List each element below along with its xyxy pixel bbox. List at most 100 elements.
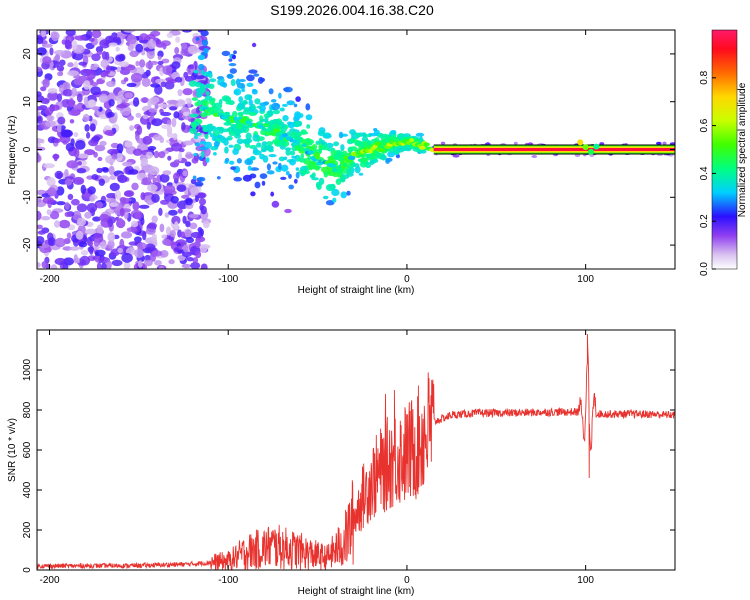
spectrogram-cell xyxy=(194,81,202,88)
spectrogram-cell xyxy=(213,152,217,156)
spectrogram-cell xyxy=(333,141,339,147)
spectrogram-cell xyxy=(37,152,40,162)
spectrogram-cell xyxy=(213,141,220,148)
spectrogram-cell xyxy=(37,210,42,221)
spectrogram-cell xyxy=(340,191,347,199)
colorbar-gradient xyxy=(711,29,738,270)
spectrogram-cell xyxy=(72,210,82,221)
spectrogram-cell xyxy=(167,79,177,84)
spectrogram-cell xyxy=(41,216,51,221)
spectrogram-cell xyxy=(57,71,64,77)
spectrogram-cell xyxy=(94,249,106,257)
spectrogram-cell xyxy=(37,236,45,245)
spectrogram-cell xyxy=(185,97,192,104)
spectrogram-cell xyxy=(37,138,43,144)
spectrogram-cell xyxy=(346,190,351,196)
spectrogram-cell xyxy=(359,161,368,168)
spectrogram-cell xyxy=(193,134,198,140)
spectrogram-cell xyxy=(64,202,70,210)
spectrogram-cell xyxy=(56,65,65,72)
spectrogram-cell xyxy=(271,102,281,111)
spectrogram-cell xyxy=(295,96,301,102)
spectrogram-cell xyxy=(188,80,197,87)
spectrogram-cell xyxy=(54,220,60,228)
spectrogram-cell xyxy=(259,173,268,180)
spectrogram-cell xyxy=(187,45,199,55)
spectrogram-cell xyxy=(90,86,101,96)
spectrogram-cell xyxy=(166,99,179,105)
spectrogram-cell xyxy=(309,174,314,178)
spectrogram-cell xyxy=(184,229,192,238)
spectrogram-cell xyxy=(134,236,142,243)
spectrogram-cell xyxy=(225,101,232,105)
spectrogram-cell xyxy=(106,80,116,88)
spectrogram-cell xyxy=(102,167,109,173)
spectrogram-cell xyxy=(86,202,98,213)
spectrogram-cell xyxy=(197,54,206,61)
spectrogram-cell xyxy=(251,89,258,95)
spectrogram-cell xyxy=(162,42,167,50)
spectrogram-cell xyxy=(361,157,368,163)
colorbar: 0.0 0.2 0.4 0.6 0.8 Normalized spectral ampl… xyxy=(699,29,748,276)
spectrogram-cell xyxy=(45,120,56,128)
spectrogram-cell xyxy=(163,184,176,194)
spectrogram-cell xyxy=(129,125,135,131)
spectrogram-cell xyxy=(247,165,252,171)
spectrogram-cell xyxy=(85,30,93,40)
spectrogram-cell xyxy=(318,177,325,185)
spectrogram-cell xyxy=(84,149,96,156)
colorbar-tick-label: 0.0 xyxy=(699,262,710,276)
spectrogram-cell xyxy=(191,157,199,164)
spectrogram-cell xyxy=(147,184,158,192)
spectrogram-cell xyxy=(297,132,303,137)
spectrogram-cell xyxy=(302,143,307,148)
spectrogram-cell xyxy=(151,118,163,127)
spectrogram-cell xyxy=(285,171,290,176)
spectrogram-cell xyxy=(181,122,186,131)
spectrogram-cell xyxy=(208,83,215,90)
spectrogram-cell xyxy=(166,32,174,38)
spectrogram-cell xyxy=(151,233,157,242)
spectrogram-cell xyxy=(202,4,210,7)
chart-title: S199.2026.004.16.38.C20 xyxy=(270,2,434,18)
spectrogram-cell xyxy=(106,111,115,118)
spectrogram-cell xyxy=(293,103,298,108)
spectrogram-cell xyxy=(322,195,329,200)
spectrogram-cell xyxy=(40,30,46,38)
spectrogram-cell xyxy=(169,229,176,238)
spectrogram-cell xyxy=(80,250,89,256)
spectrogram-cell xyxy=(418,145,426,150)
spectrogram-cell xyxy=(194,142,201,147)
spectrogram-cell xyxy=(47,91,59,101)
spectrogram-cell xyxy=(183,140,194,146)
spectrogram-cell xyxy=(88,99,97,108)
colorbar-label: Normalized spectral amplitude xyxy=(737,82,748,217)
spectrogram-cell xyxy=(135,43,144,53)
carrier-line xyxy=(433,148,675,151)
spectrogram-cell xyxy=(115,54,125,62)
spectrogram-cell xyxy=(91,135,101,142)
spectrogram-cell xyxy=(54,257,66,266)
spectrogram-cell xyxy=(127,44,134,52)
spectrogram-cell xyxy=(140,157,149,167)
spectrogram-cell xyxy=(121,252,133,263)
spectrogram-cell xyxy=(126,34,137,45)
spectrogram-cell xyxy=(230,166,237,171)
spectrogram-cell xyxy=(254,98,261,105)
x-tick-label: -100 xyxy=(218,274,238,285)
spectrogram-cell xyxy=(390,130,397,135)
spectrogram-cell xyxy=(66,160,79,169)
spectrogram-cell xyxy=(316,183,322,190)
spectrogram-cell xyxy=(154,260,162,266)
spectrogram-cell xyxy=(223,139,229,146)
spectrogram-cell xyxy=(147,146,157,151)
x-tick-label: -100 xyxy=(218,575,238,586)
y-tick-label: -20 xyxy=(22,237,33,252)
spectrogram-cell xyxy=(295,167,300,171)
spectrogram-cell xyxy=(262,155,269,163)
spectrogram-cell xyxy=(224,111,231,116)
spectrogram-cell xyxy=(50,264,58,269)
spectrogram-cell xyxy=(159,173,170,183)
spectrogram-cell xyxy=(140,192,146,201)
spectrogram-cell xyxy=(157,60,164,65)
